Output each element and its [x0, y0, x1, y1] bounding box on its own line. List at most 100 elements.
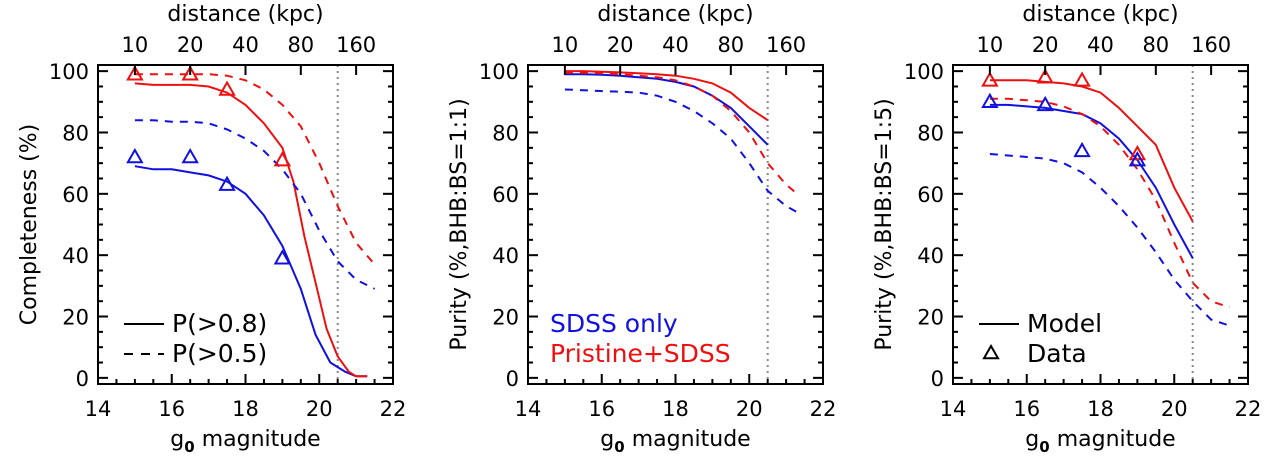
- data-point-blue: [981, 92, 999, 109]
- top-tick-label: 10: [122, 33, 149, 57]
- series-blue-dashed-line: [134, 119, 376, 290]
- top-tick-label: 80: [1142, 33, 1169, 57]
- y-tick-label: 80: [492, 121, 519, 145]
- x-tick-label: 22: [380, 397, 407, 421]
- y-axis-title: Purity (%,BHB:BS=1:1): [447, 98, 472, 350]
- series-red-solid-line: [564, 70, 769, 122]
- top-axis-title: distance (kpc): [597, 2, 753, 27]
- series-red-dashed-line: [989, 97, 1230, 309]
- data-point-blue: [1128, 151, 1147, 167]
- top-tick-label: 40: [1087, 33, 1114, 57]
- legend-label: P(>0.8): [172, 309, 267, 338]
- y-tick-label: 60: [62, 183, 89, 207]
- data-point-blue: [1073, 141, 1091, 158]
- top-tick-label: 10: [977, 33, 1004, 57]
- series-blue-solid-line: [564, 73, 769, 146]
- data-point-blue: [218, 175, 236, 191]
- data-point-red: [1128, 144, 1147, 161]
- y-tick-label: 100: [479, 60, 519, 84]
- chart-panel-2: 14 16 18 20 22 0 20 40 60 80 100 10 20 40 80 160 distanc…: [447, 2, 836, 456]
- x-tick-label: 22: [1235, 397, 1262, 421]
- x-axis-title-sub: 0: [1039, 438, 1049, 456]
- y-tick-label: 40: [492, 244, 519, 268]
- x-tick-label: 16: [158, 397, 185, 421]
- x-axis-title-sub: 0: [184, 438, 194, 456]
- data-point-red: [1036, 68, 1054, 84]
- top-tick-label: 80: [717, 33, 744, 57]
- x-tick-label: 22: [810, 397, 837, 421]
- legend: P(>0.8)P(>0.5): [124, 309, 267, 368]
- series-blue-solid-line: [134, 165, 368, 378]
- chart-panel-1: 14 16 18 20 22 0 20 40 60 80 100 10 20 40 80 160 distanc…: [17, 2, 406, 456]
- y-tick-label: 100: [49, 60, 89, 84]
- top-tick-label: 20: [607, 33, 634, 57]
- legend-label: Model: [1027, 309, 1102, 338]
- series-blue-dashed-line: [989, 153, 1230, 327]
- y-tick-label: 40: [917, 244, 944, 268]
- y-tick-label: 0: [931, 367, 944, 391]
- top-axis-title: distance (kpc): [1022, 2, 1178, 27]
- y-tick-label: 20: [492, 306, 519, 330]
- top-tick-label: 80: [287, 33, 314, 57]
- y-tick-label: 20: [917, 306, 944, 330]
- x-axis-title-rest: magnitude: [1050, 427, 1176, 452]
- data-point-red: [981, 71, 999, 87]
- legend-label: P(>0.5): [172, 339, 267, 368]
- data-point-red: [218, 80, 236, 96]
- x-axis-title-sub: 0: [614, 438, 624, 456]
- series-red-dashed-line: [564, 71, 798, 195]
- x-tick-label: 20: [306, 397, 333, 421]
- data-point-blue: [181, 148, 199, 164]
- x-axis-title: g0 magnitude: [1025, 427, 1175, 456]
- y-tick-label: 80: [62, 121, 89, 145]
- y-tick-label: 80: [917, 121, 944, 145]
- x-axis-title-rest: magnitude: [625, 427, 751, 452]
- x-tick-label: 14: [515, 397, 542, 421]
- top-tick-label: 20: [1032, 33, 1059, 57]
- x-tick-label: 14: [85, 397, 112, 421]
- x-axis-title: g0 magnitude: [600, 427, 750, 456]
- legend-label: Pristine+SDSS: [550, 339, 731, 368]
- x-tick-label: 16: [1013, 397, 1040, 421]
- top-tick-label: 10: [552, 33, 579, 57]
- data-point-red: [1073, 71, 1091, 87]
- y-tick-label: 0: [506, 367, 519, 391]
- y-tick-label: 20: [62, 306, 89, 330]
- series-blue-solid-line: [989, 103, 1194, 259]
- legend-label: SDSS only: [550, 309, 678, 338]
- x-axis-title-rest: magnitude: [195, 427, 321, 452]
- series-red-solid-line: [134, 82, 368, 378]
- x-axis-title-g: g: [600, 427, 614, 452]
- y-tick-label: 100: [904, 60, 944, 84]
- x-tick-label: 20: [736, 397, 763, 421]
- x-tick-label: 14: [940, 397, 967, 421]
- top-tick-label: 160: [766, 33, 806, 57]
- y-tick-label: 60: [492, 183, 519, 207]
- y-tick-label: 0: [76, 367, 89, 391]
- top-tick-label: 160: [336, 33, 376, 57]
- y-tick-label: 40: [62, 244, 89, 268]
- data-point-red: [181, 65, 199, 81]
- x-axis-title: g0 magnitude: [170, 427, 320, 456]
- x-tick-label: 18: [232, 397, 259, 421]
- data-point-blue: [126, 148, 144, 164]
- legend-label: Data: [1027, 339, 1087, 368]
- data-point-red: [273, 151, 292, 167]
- y-tick-label: 60: [917, 183, 944, 207]
- data-point-red: [126, 65, 144, 81]
- x-tick-label: 20: [1161, 397, 1188, 421]
- x-axis-title-g: g: [1025, 427, 1039, 452]
- x-tick-label: 18: [662, 397, 689, 421]
- top-tick-label: 160: [1191, 33, 1231, 57]
- top-axis-title: distance (kpc): [167, 2, 323, 27]
- x-tick-label: 16: [588, 397, 615, 421]
- y-axis-title: Completeness (%): [17, 124, 42, 326]
- y-axis-title: Purity (%,BHB:BS=1:5): [872, 98, 897, 350]
- series-red-solid-line: [989, 79, 1194, 222]
- series-blue-dashed-line: [564, 88, 798, 214]
- top-tick-label: 40: [662, 33, 689, 57]
- chart-panel-3: 14 16 18 20 22 0 20 40 60 80 100 10 20 40 80 160 distanc…: [872, 2, 1261, 456]
